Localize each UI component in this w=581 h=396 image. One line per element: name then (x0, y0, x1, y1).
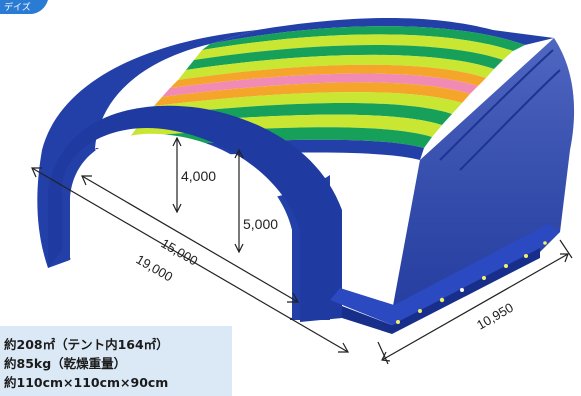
stripe-yellow-1 (194, 34, 513, 60)
stripe-back-blue (210, 18, 554, 45)
stripe-green-1 (202, 26, 525, 51)
stripe-yellow-2 (178, 54, 494, 80)
tent-front-arch (37, 30, 342, 323)
stripe-pink (162, 73, 478, 97)
spec-size: 約110cm×110cm×90cm (4, 375, 169, 390)
spec-area: 約208㎡（テント内164㎡） (4, 337, 169, 352)
dimension-lines (31, 136, 573, 365)
tent-base (330, 224, 560, 334)
stripe-orange-2 (154, 82, 470, 106)
corner-tab-label: デイズ (4, 1, 31, 13)
dim-height-inner: 4,000 (181, 168, 216, 184)
stripe-green-2 (186, 45, 503, 70)
stripe-orange (170, 64, 486, 88)
spec-box (0, 326, 232, 396)
stripe-yellow-3 (146, 92, 462, 116)
tent-diagram: デイズ (0, 0, 575, 365)
stripe-green-3 (138, 102, 452, 126)
base-lights (396, 241, 547, 324)
dim-height-outer: 5,000 (243, 216, 278, 232)
corner-tab: デイズ (0, 0, 48, 14)
tent-opening (70, 133, 292, 318)
spec-weight: 約85kg（乾燥重量） (4, 356, 127, 371)
